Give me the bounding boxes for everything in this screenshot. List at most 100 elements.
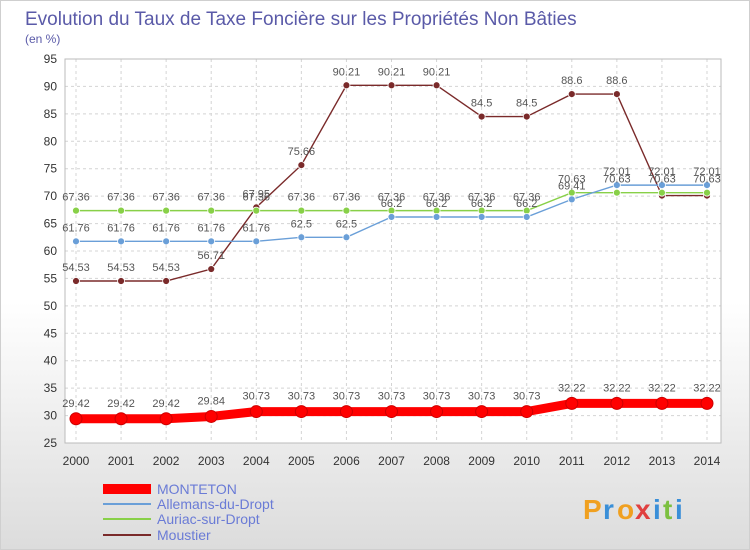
data-label-3: 54.53 xyxy=(62,262,90,274)
data-point-0 xyxy=(655,396,669,410)
data-point-3 xyxy=(612,90,621,99)
data-point-1 xyxy=(703,181,711,190)
data-label-0: 30.73 xyxy=(423,391,451,403)
chart-title: Evolution du Taux de Taxe Foncière sur l… xyxy=(25,9,577,30)
data-point-1 xyxy=(477,213,486,221)
data-point-2 xyxy=(658,188,666,197)
logo-letter: r xyxy=(603,494,614,525)
data-label-2: 67.36 xyxy=(333,192,361,204)
x-tick-label: 2004 xyxy=(243,454,270,468)
logo-letter: i xyxy=(675,494,683,525)
data-point-1 xyxy=(162,237,171,246)
data-point-3 xyxy=(522,112,531,121)
data-point-3 xyxy=(567,90,576,99)
data-point-3 xyxy=(297,161,306,169)
data-point-1 xyxy=(342,233,351,242)
data-label-3: 75.66 xyxy=(288,146,316,158)
data-label-2: 70.63 xyxy=(603,174,631,186)
data-label-0: 32.22 xyxy=(558,382,586,394)
y-tick-label: 95 xyxy=(44,52,58,66)
x-tick-label: 2007 xyxy=(378,454,405,468)
data-point-2 xyxy=(703,188,711,197)
x-tick-label: 2009 xyxy=(468,454,495,468)
data-point-0 xyxy=(249,405,263,419)
data-label-3: 54.53 xyxy=(107,262,135,274)
data-label-0: 29.42 xyxy=(62,398,90,410)
data-label-2: 67.36 xyxy=(62,192,90,204)
data-point-2 xyxy=(117,206,125,215)
data-label-1: 66.2 xyxy=(426,198,447,210)
y-tick-label: 40 xyxy=(44,354,58,368)
data-label-2: 67.36 xyxy=(513,192,541,204)
legend-label-3: Moustier xyxy=(157,527,211,543)
data-point-0 xyxy=(294,405,308,419)
data-point-0 xyxy=(610,396,624,410)
data-point-1 xyxy=(252,237,261,246)
data-point-3 xyxy=(207,265,216,273)
data-label-1: 61.76 xyxy=(107,222,135,234)
data-label-3: 84.5 xyxy=(516,98,537,110)
data-point-0 xyxy=(520,405,534,419)
legend-label-0: MONTETON xyxy=(157,481,237,497)
x-tick-label: 2000 xyxy=(63,454,90,468)
data-label-2: 67.36 xyxy=(197,192,225,204)
data-label-1: 62.5 xyxy=(291,218,312,230)
y-tick-label: 75 xyxy=(44,162,58,176)
data-point-2 xyxy=(342,206,351,215)
data-point-0 xyxy=(385,405,398,419)
data-label-2: 70.63 xyxy=(558,174,586,186)
data-label-2: 67.36 xyxy=(423,192,451,204)
logo-letter: P xyxy=(583,494,602,525)
data-point-2 xyxy=(207,206,216,215)
data-point-1 xyxy=(72,237,80,246)
data-point-1 xyxy=(207,237,216,246)
data-point-1 xyxy=(117,237,125,246)
data-label-0: 30.73 xyxy=(333,391,361,403)
data-label-0: 32.22 xyxy=(693,382,721,394)
data-point-1 xyxy=(387,213,396,221)
data-point-2 xyxy=(72,206,80,215)
data-label-3: 90.21 xyxy=(423,66,451,78)
y-tick-label: 70 xyxy=(44,189,58,203)
data-label-2: 67.36 xyxy=(152,192,180,204)
data-label-2: 70.63 xyxy=(648,174,676,186)
data-label-1: 62.5 xyxy=(336,218,357,230)
data-point-0 xyxy=(114,412,128,426)
x-tick-label: 2008 xyxy=(423,454,450,468)
data-point-0 xyxy=(700,396,714,410)
data-label-1: 66.2 xyxy=(516,198,537,210)
x-tick-label: 2001 xyxy=(108,454,135,468)
y-tick-label: 80 xyxy=(44,134,58,148)
legend-label-1: Allemans-du-Dropt xyxy=(157,496,274,512)
data-label-0: 30.73 xyxy=(468,391,496,403)
data-label-3: 54.53 xyxy=(152,262,180,274)
data-label-1: 61.76 xyxy=(152,222,180,234)
data-point-1 xyxy=(567,195,576,204)
data-label-1: 69.41 xyxy=(558,180,586,192)
y-tick-label: 45 xyxy=(44,326,58,340)
data-label-2: 67.36 xyxy=(243,192,271,204)
data-label-1: 72.01 xyxy=(603,166,631,178)
y-tick-label: 60 xyxy=(44,244,58,258)
y-tick-label: 50 xyxy=(44,299,58,313)
data-point-1 xyxy=(297,233,306,242)
data-label-2: 67.36 xyxy=(288,192,316,204)
plot-border xyxy=(64,58,722,444)
x-tick-label: 2002 xyxy=(153,454,180,468)
data-point-2 xyxy=(297,206,306,215)
logo-letter: o xyxy=(617,494,634,525)
data-label-3: 84.5 xyxy=(471,98,492,110)
data-point-0 xyxy=(69,412,83,426)
data-point-0 xyxy=(159,412,173,426)
data-label-2: 67.36 xyxy=(468,192,496,204)
data-point-3 xyxy=(432,81,441,90)
data-point-3 xyxy=(72,277,80,285)
legend-label-2: Auriac-sur-Dropt xyxy=(157,511,260,527)
data-label-0: 30.73 xyxy=(378,391,406,403)
data-label-1: 72.01 xyxy=(648,166,676,178)
data-point-3 xyxy=(162,277,171,285)
data-point-2 xyxy=(612,188,621,197)
data-point-3 xyxy=(342,81,351,90)
x-tick-label: 2010 xyxy=(513,454,540,468)
